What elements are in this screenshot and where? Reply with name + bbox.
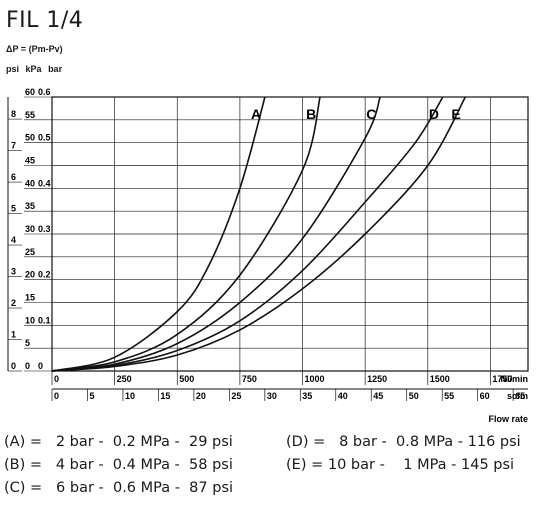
y-tick-psi: 3 [11, 267, 16, 277]
x-tick-scfm: 15 [160, 391, 170, 401]
x-tick-nlmin: 500 [179, 374, 194, 384]
flow-chart: 05101520253035404550556000.10.20.30.40.5… [7, 87, 529, 424]
chart-curves [51, 96, 467, 372]
y-tick-psi: 7 [11, 141, 16, 151]
y-tick-kpa: 10 [25, 315, 35, 325]
curve-e [51, 96, 467, 372]
x-tick-nlmin: 0 [54, 374, 59, 384]
y-tick-bar: 0.3 [38, 224, 51, 234]
y-tick-kpa: 50 [25, 133, 35, 143]
x-unit-nlmin: Nl/min [500, 374, 528, 384]
x-unit-scfm: scfm [507, 391, 528, 401]
x-tick-scfm: 30 [267, 391, 277, 401]
y-tick-bar: 0 [38, 361, 43, 371]
y-tick-kpa: 55 [25, 110, 35, 120]
y-tick-bar: 0.4 [38, 178, 51, 188]
y-tick-bar: 0.1 [38, 315, 51, 325]
x-tick-scfm: 0 [54, 391, 59, 401]
x-tick-nlmin: 250 [117, 374, 132, 384]
curve-label-c: C [366, 106, 376, 122]
y-tick-psi: 0 [11, 361, 16, 371]
x-axis-label: Flow rate [488, 414, 528, 424]
y-tick-psi: 4 [11, 235, 16, 245]
y-tick-kpa: 25 [25, 247, 35, 257]
x-tick-nlmin: 1250 [367, 374, 387, 384]
y-tick-kpa: 15 [25, 293, 35, 303]
x-tick-scfm: 45 [373, 391, 383, 401]
y-tick-bar: 0.2 [38, 270, 51, 280]
y-tick-psi: 5 [11, 204, 16, 214]
x-tick-scfm: 35 [302, 391, 312, 401]
unit-kpa-label: kPa [25, 64, 42, 74]
chart-title: FIL 1/4 [6, 8, 84, 33]
unit-psi-label: psi [6, 64, 20, 74]
x-tick-scfm: 5 [89, 391, 94, 401]
legend-row-b: (B) = 4 bar - 0.4 MPa - 58 psi [4, 457, 233, 473]
x-tick-scfm: 20 [196, 391, 206, 401]
legend-row-e: (E) = 10 bar - 1 MPa - 145 psi [286, 457, 515, 473]
curve-b [51, 96, 321, 372]
legend-row-d: (D) = 8 bar - 0.8 MPa - 116 psi [286, 434, 521, 450]
y-tick-kpa: 0 [25, 361, 30, 371]
x-tick-nlmin: 1000 [305, 374, 325, 384]
y-tick-psi: 6 [11, 172, 16, 182]
y-tick-psi: 8 [11, 109, 16, 119]
y-tick-kpa: 60 [25, 87, 35, 97]
curve-c [51, 96, 381, 372]
y-tick-kpa: 5 [25, 338, 30, 348]
curve-a [51, 96, 266, 372]
chart-axes [7, 96, 529, 401]
x-tick-scfm: 25 [231, 391, 241, 401]
y-tick-bar: 0.6 [38, 87, 51, 97]
x-tick-scfm: 50 [409, 391, 419, 401]
chart-grid [52, 96, 528, 372]
y-tick-psi: 2 [11, 298, 16, 308]
legend-row-c: (C) = 6 bar - 0.6 MPa - 87 psi [4, 480, 234, 496]
legend-row-a: (A) = 2 bar - 0.2 MPa - 29 psi [4, 434, 233, 450]
chart-labels: 05101520253035404550556000.10.20.30.40.5… [11, 87, 528, 401]
x-tick-nlmin: 1500 [430, 374, 450, 384]
y-tick-psi: 1 [11, 330, 16, 340]
y-tick-kpa: 35 [25, 201, 35, 211]
y-tick-kpa: 30 [25, 224, 35, 234]
x-tick-scfm: 65 [515, 391, 525, 401]
x-tick-scfm: 55 [444, 391, 454, 401]
curve-label-a: A [251, 106, 261, 122]
x-tick-scfm: 60 [480, 391, 490, 401]
curve-d [51, 96, 444, 372]
y-tick-bar: 0.5 [38, 133, 51, 143]
pressure-drop-formula: ΔP = (Pm-Pv) [6, 44, 63, 54]
x-tick-nlmin: 750 [242, 374, 257, 384]
x-tick-scfm: 10 [125, 391, 135, 401]
x-tick-scfm: 40 [338, 391, 348, 401]
curve-label-e: E [451, 106, 460, 122]
y-tick-kpa: 40 [25, 178, 35, 188]
x-tick-nlmin: 1750 [492, 374, 512, 384]
curve-label-b: B [306, 106, 316, 122]
curve-label-d: D [429, 106, 439, 122]
y-unit-header: psi kPa bar [6, 64, 62, 74]
unit-bar-label: bar [48, 64, 63, 74]
y-tick-kpa: 45 [25, 156, 35, 166]
y-tick-kpa: 20 [25, 270, 35, 280]
